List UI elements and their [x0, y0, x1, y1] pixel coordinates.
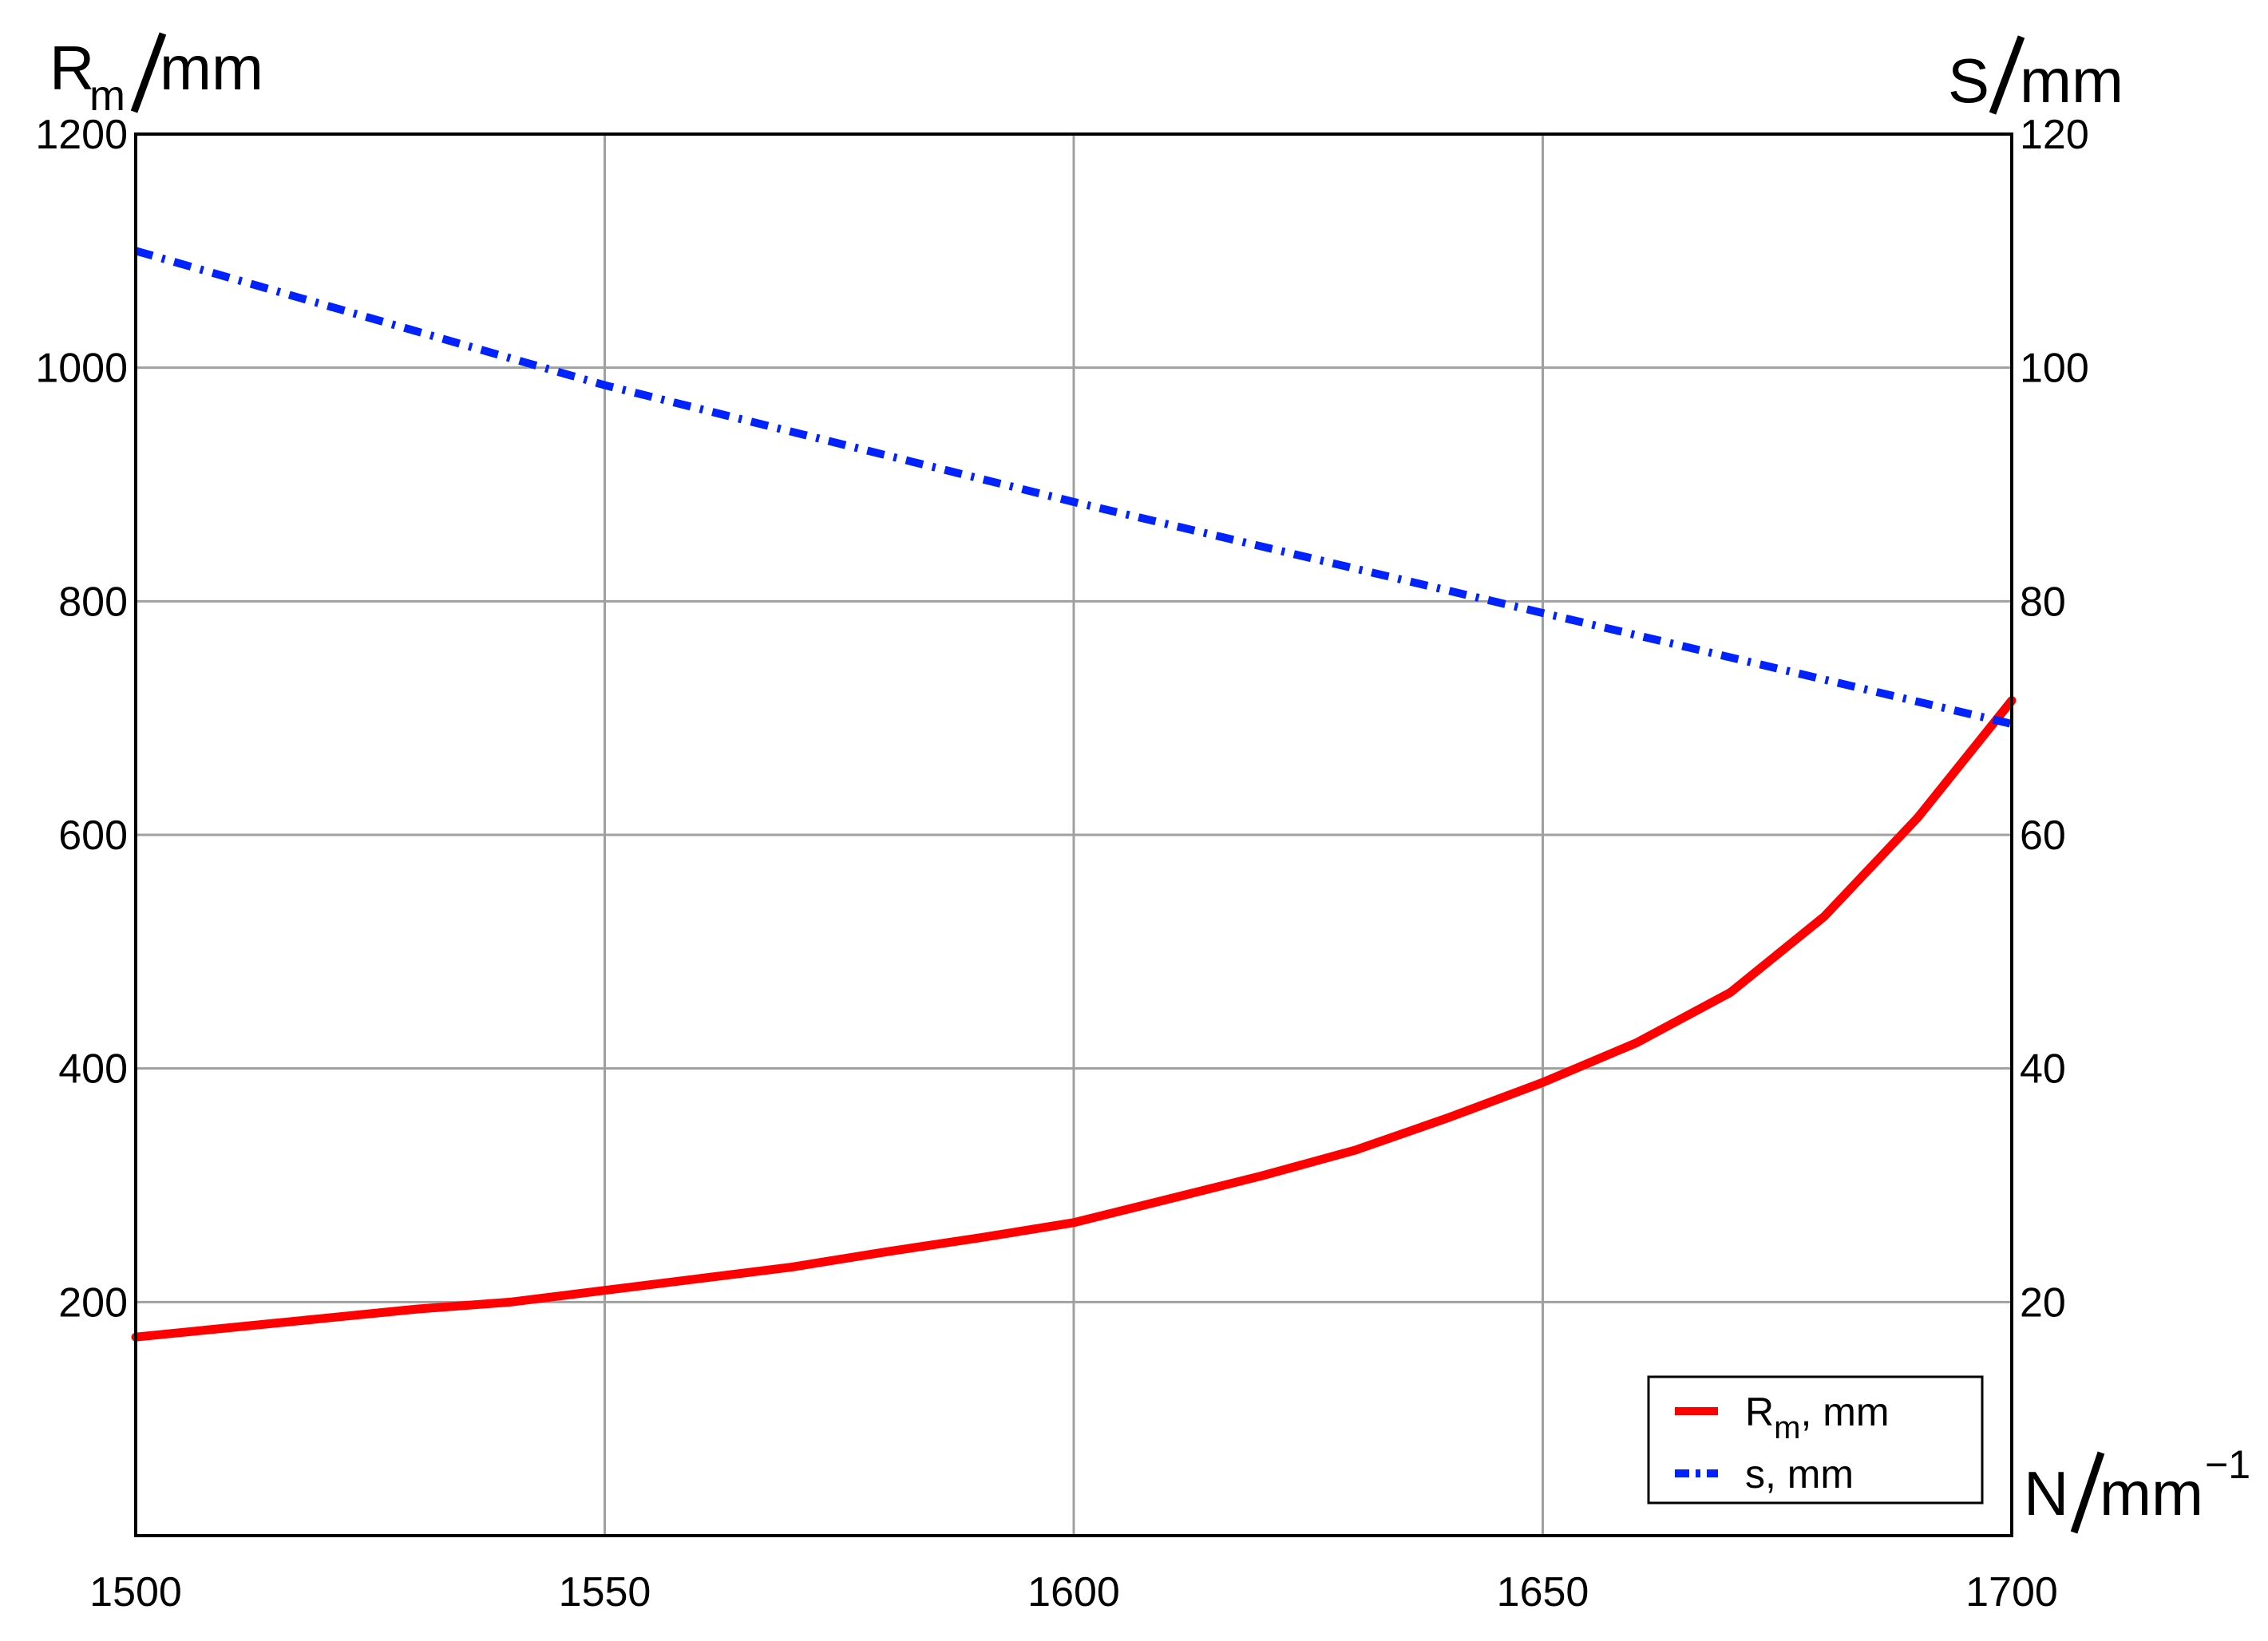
y-right-tick-label: 60: [2020, 813, 2066, 859]
y-right-tick-label: 80: [2020, 579, 2066, 625]
y-left-unit: mm: [160, 33, 263, 103]
y-left-tick-label: 600: [58, 813, 128, 859]
series-line-0: [131, 696, 2017, 1342]
x-slash: [2070, 1451, 2105, 1534]
y-right-tick-label: 120: [2020, 112, 2089, 158]
plot-border: [134, 132, 2013, 1537]
y-right-axis-title: S mm: [1948, 35, 2124, 116]
x-axis-title: N mm −1: [2024, 1442, 2250, 1534]
x-tick-label: 1600: [1027, 1569, 1120, 1615]
y-right-tick-label: 40: [2020, 1046, 2066, 1093]
y-left-label-sub: m: [89, 72, 125, 120]
y-right-tick-labels: 20 40 60 80 100 120: [2020, 112, 2089, 1326]
grid: [136, 134, 2012, 1536]
legend-rm-sub: m: [1774, 1410, 1800, 1445]
series-layer: [131, 247, 2017, 1342]
y-right-unit: mm: [2020, 45, 2124, 116]
x-tick-label: 1650: [1497, 1569, 1589, 1615]
y-right-slash: [1989, 35, 2025, 115]
x-tick-label: 1500: [89, 1569, 182, 1615]
x-unit: mm: [2100, 1458, 2203, 1528]
legend-rm-suffix: , mm: [1800, 1390, 1889, 1434]
legend-box: [1647, 1375, 1984, 1505]
y-left-tick-labels: 200 400 600 800 1000 1200: [35, 112, 128, 1326]
series-line-1: [134, 247, 2013, 728]
y-left-slash: [130, 32, 167, 113]
y-left-tick-label: 800: [58, 579, 128, 625]
legend-s-suffix: , mm: [1765, 1452, 1854, 1497]
y-right-tick-label: 100: [2020, 346, 2089, 392]
x-label: N: [2024, 1458, 2068, 1528]
x-tick-labels: 1500 1550 1600 1650 1700: [89, 1569, 2058, 1615]
legend-s-name: s: [1745, 1452, 1765, 1497]
y-right-label: S: [1948, 45, 1989, 116]
plot-area: [131, 132, 2017, 1537]
legend-label-s: s, mm: [1745, 1452, 1854, 1497]
legend-label-rm: Rm, mm: [1745, 1390, 1890, 1445]
x-tick-label: 1550: [559, 1569, 651, 1615]
y-left-tick-label: 200: [58, 1279, 128, 1326]
y-left-label: R: [49, 33, 94, 103]
x-unit-exponent: −1: [2205, 1442, 2250, 1487]
y-left-tick-label: 1000: [35, 346, 128, 392]
x-tick-label: 1700: [1965, 1569, 2058, 1615]
legend-rm-name: R: [1745, 1390, 1774, 1434]
y-left-tick-label: 400: [58, 1046, 128, 1093]
y-left-axis-title: R m mm: [49, 32, 263, 120]
y-right-tick-label: 20: [2020, 1279, 2066, 1326]
legend: Rm, mm s, mm: [1647, 1375, 1984, 1505]
y-left-tick-label: 1200: [35, 112, 128, 158]
